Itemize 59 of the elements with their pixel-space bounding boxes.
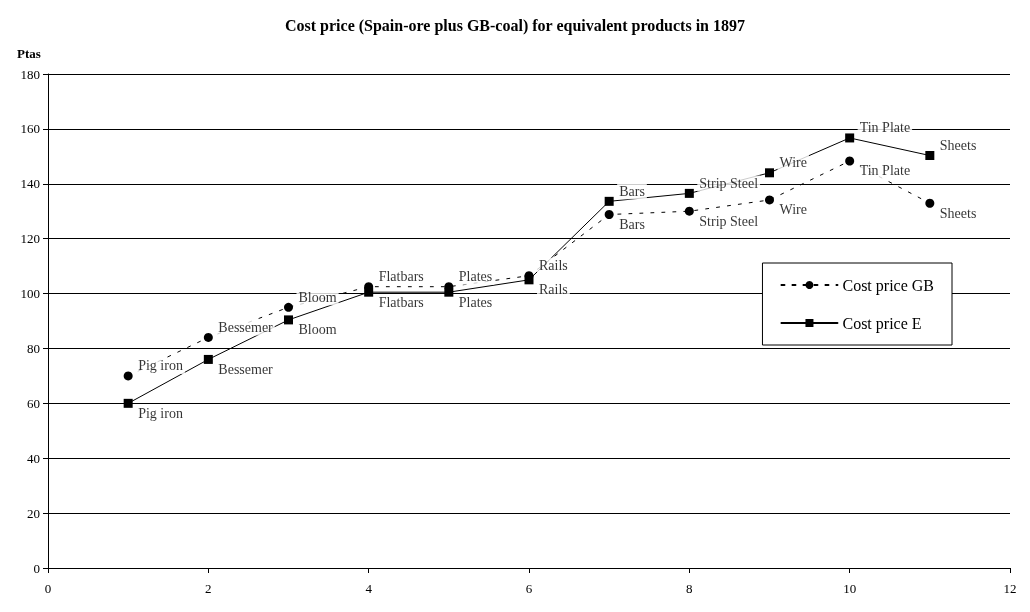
annotation: Rails [539,258,568,274]
annotation: Strip Steel [699,213,759,229]
annotation: Bars [619,183,645,199]
point [284,315,293,325]
annotation: Bars [619,217,645,233]
point [845,156,855,166]
legend-label: Cost price E [842,314,922,333]
x-tick-label: 10 [843,581,857,596]
y-tick-label: 140 [20,176,40,192]
annotation: Flatbars [378,294,424,310]
annotation: Sheets [939,205,977,221]
y-axis-title: Ptas [17,46,41,61]
point [203,332,213,342]
point [123,371,133,381]
y-tick-label: 0 [33,560,40,576]
point [604,196,614,206]
y-tick-label: 100 [20,286,40,302]
point [684,206,694,216]
point [604,210,614,220]
legend-label: Cost price GB [842,276,934,295]
point [684,188,694,198]
x-tick-label: 0 [44,581,52,596]
y-tick-label: 40 [27,450,40,466]
chart-title: Cost price (Spain-ore plus GB-coal) for equivalent products in 1897 [284,16,746,35]
annotation: Sheets [939,138,977,154]
annotation: Bloom [298,322,337,338]
annotation: Flatbars [378,269,424,285]
annotation: Bessemer [218,361,274,377]
point [284,302,293,312]
annotation: Bloom [298,289,337,305]
annotation: Tin Plate [859,163,911,179]
annotation: Tin Plate [859,120,911,136]
y-tick-label: 180 [20,66,40,82]
point [765,168,774,178]
x-tick-label: 2 [205,581,212,596]
point [765,195,774,205]
x-tick-label: 6 [525,581,533,596]
point [123,398,133,408]
annotation: Strip Steel [699,175,759,191]
annotation: Pig iron [138,358,183,374]
y-tick-label: 60 [27,395,40,411]
annotation: Wire [779,155,807,171]
point [925,198,935,208]
point [203,354,213,364]
point [845,133,855,143]
y-tick-label: 160 [20,121,40,137]
annotation: Rails [539,282,568,298]
point [925,151,935,161]
y-tick-label: 20 [27,505,40,521]
x-tick-label: 4 [365,581,373,596]
annotation: Bessemer [218,319,274,335]
annotation: Plates [458,269,493,285]
annotation: Pig iron [138,405,183,421]
y-tick-label: 120 [20,231,40,247]
y-tick-label: 80 [27,340,40,356]
x-tick-label: 8 [686,581,693,596]
x-tick-label: 12 [1003,581,1017,596]
annotation: Plates [458,294,493,310]
annotation: Wire [779,202,807,218]
